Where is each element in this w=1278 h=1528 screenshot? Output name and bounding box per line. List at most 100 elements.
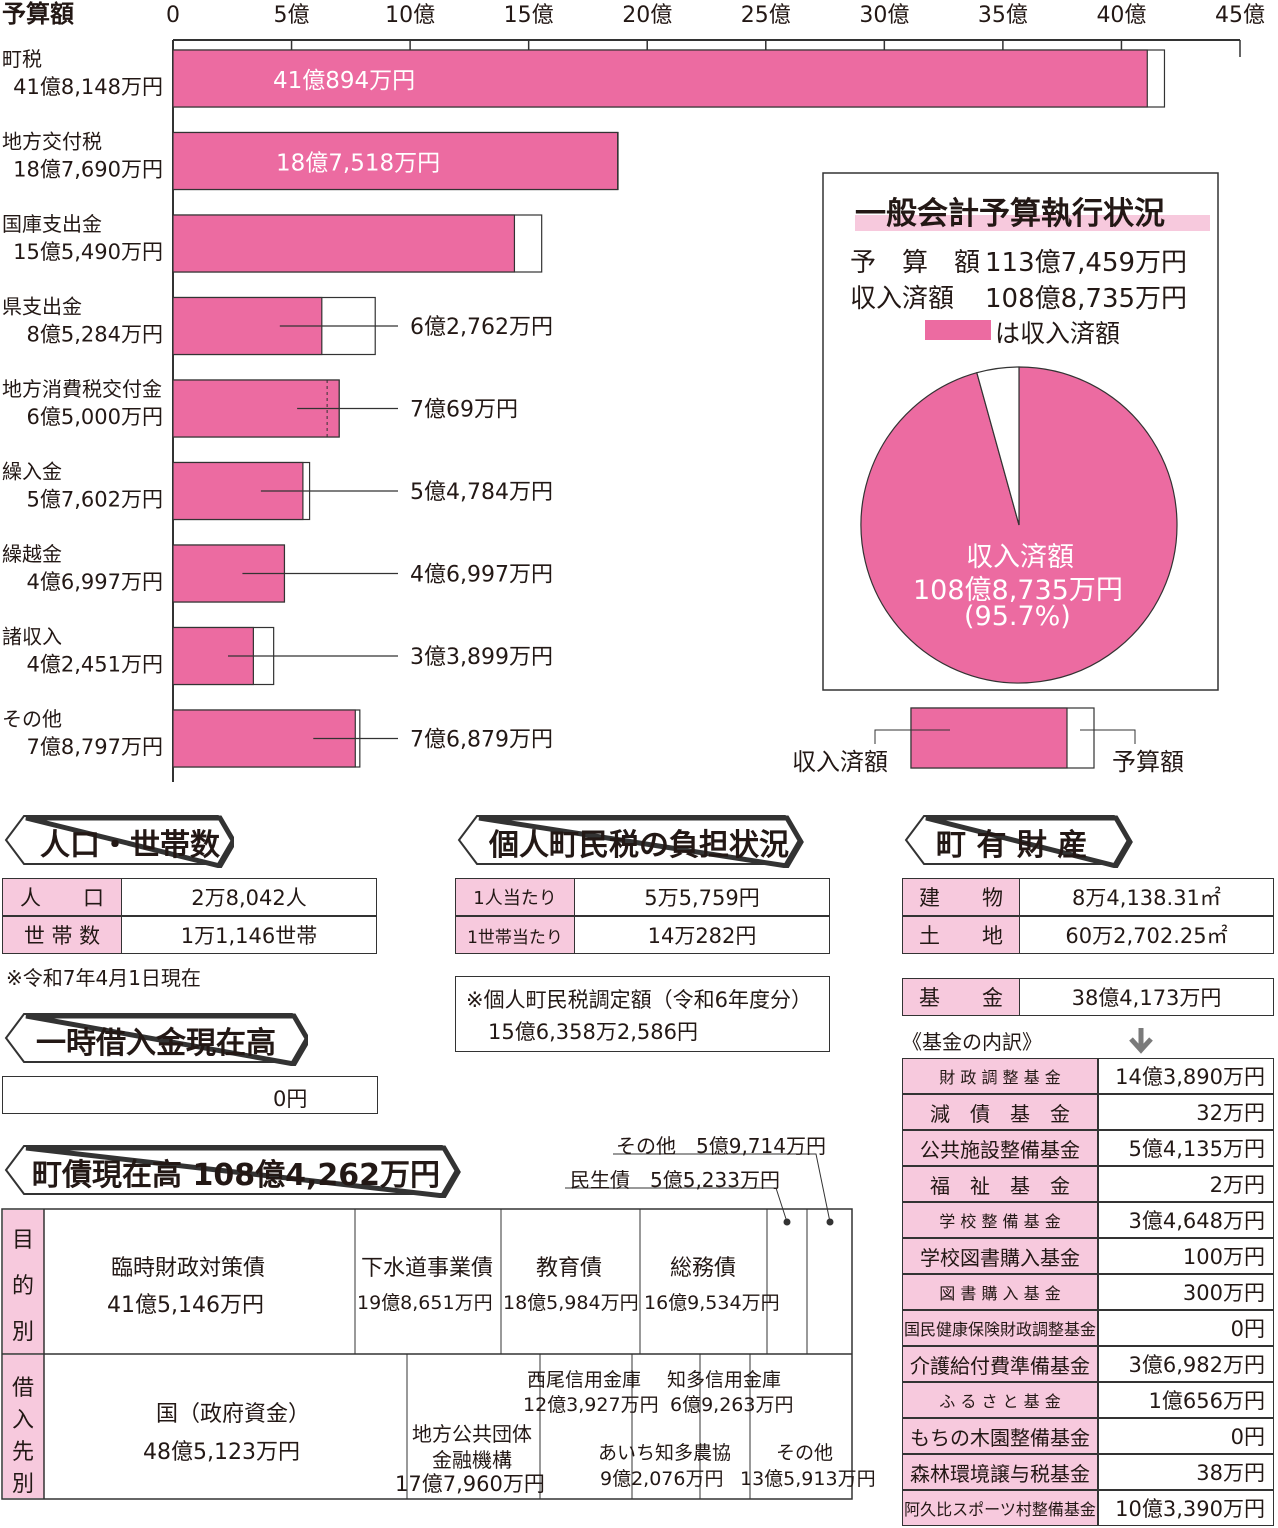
received-data-label: 7億6,879万円 (410, 728, 553, 753)
fund-name: 福 祉 基 金 (902, 1166, 1098, 1202)
fund-value: 32万円 (1098, 1094, 1274, 1130)
x-tick-label: 25億 (741, 3, 791, 28)
pie-slice-value: 108億8,735万円 (913, 575, 1123, 606)
debt-header: 町債現在高 108億4,262万円 (2, 1142, 462, 1198)
axis-title: 予算額 (2, 0, 74, 28)
x-tick-label: 5億 (274, 3, 310, 28)
lender-label-3: 先 (12, 1440, 35, 1465)
received-data-label: 3億3,899万円 (410, 645, 553, 670)
debt-table-lines (1, 1153, 853, 1500)
legend-received-leader (874, 729, 950, 744)
category-label: 町税 (2, 47, 42, 71)
received-data-label: 5億4,784万円 (410, 480, 553, 505)
tax-per-person-value: 5万5,759円 (574, 878, 830, 916)
category-label: 地方交付税 (2, 130, 102, 154)
x-tick-label: 20億 (622, 3, 672, 28)
property-title: 町 有 財 産 (936, 828, 1088, 863)
category-budget-label: 7億8,797万円 (27, 735, 163, 759)
population-label-cell: 人 口 (2, 878, 122, 916)
lender-name-1: 国（政府資金） (156, 1402, 311, 1427)
pie-received-name: 収入済額 (850, 284, 955, 314)
received-data-label: 6億2,762万円 (410, 315, 553, 340)
tax-header: 個人町民税の負担状況 (455, 812, 805, 868)
received-bar (172, 214, 516, 273)
legend-budget-leader (1080, 729, 1136, 744)
pie-title-highlight (855, 215, 1210, 231)
tax-title: 個人町民税の負担状況 (489, 828, 789, 863)
x-tick-label: 15億 (504, 3, 554, 28)
debt-title: 町債現在高 108億4,262万円 (32, 1158, 440, 1193)
purpose-value-1: 41億5,146万円 (107, 1293, 264, 1318)
fund-name: 阿久比スポーツ村整備基金 (902, 1490, 1098, 1526)
category-label: その他 (2, 707, 62, 731)
pie-budget-name: 予 算 額 (850, 248, 981, 278)
purpose-value-4: 16億9,534万円 (644, 1292, 780, 1314)
x-tick-label: 30億 (859, 3, 909, 28)
fund-value: 3億6,982万円 (1098, 1346, 1274, 1382)
lender-label-2: 入 (12, 1408, 35, 1433)
fund-name: もちの木園整備基金 (902, 1418, 1098, 1454)
category-label: 県支出金 (2, 295, 82, 319)
category-budget-label: 18億7,690万円 (13, 158, 163, 182)
population-title: 人口・世帯数 (40, 828, 220, 863)
fund-name: 公共施設整備基金 (902, 1130, 1098, 1166)
fund-row: 阿久比スポーツ村整備基金 10億3,390万円 (902, 1490, 1274, 1526)
category-budget-label: 4億6,997万円 (27, 570, 163, 594)
fund-breakdown-label: 《基金の内訳》 (902, 1030, 1042, 1054)
category-budget-label: 41億8,148万円 (13, 75, 163, 99)
fund-name: 森林環境譲与税基金 (902, 1454, 1098, 1490)
received-data-label: 7億69万円 (410, 398, 518, 423)
fund-value: 5億4,135万円 (1098, 1130, 1274, 1166)
purpose-name-1: 臨時財政対策債 (111, 1256, 266, 1281)
x-tick-label: 45億 (1215, 3, 1265, 28)
received-data-label: 4億6,997万円 (410, 563, 553, 588)
category-label: 諸収入 (2, 625, 62, 649)
debt-callout-other: その他 5億9,714万円 (616, 1134, 826, 1158)
lender-value-5: 6億9,263万円 (670, 1394, 794, 1416)
pie-legend-text: は収入済額 (995, 319, 1121, 348)
loan-value: 0円 (273, 1087, 308, 1111)
population-note: ※令和7年4月1日現在 (6, 966, 201, 990)
fund-row: 学校図書購入基金 100万円 (902, 1238, 1274, 1274)
loan-title: 一時借入金現在高 (36, 1026, 276, 1061)
lender-label-4: 別 (12, 1472, 35, 1497)
category-budget-label: 5億7,602万円 (27, 488, 163, 512)
received-data-label: 18億7,518万円 (276, 151, 440, 177)
property-building-value: 8万4,138.31㎡ (1019, 878, 1274, 916)
fund-row: 財 政 調 整 基 金 14億3,890万円 (902, 1058, 1274, 1094)
received-bar (172, 49, 1148, 108)
category-label: 繰越金 (2, 542, 62, 566)
tax-per-household-value: 14万282円 (574, 916, 830, 954)
fund-value: 300万円 (1098, 1274, 1274, 1310)
lender-value-3: 12億3,927万円 (523, 1394, 659, 1416)
property-land-label: 土 地 (902, 916, 1020, 954)
arrow-down-icon (1129, 1028, 1153, 1054)
received-data-label: 41億894万円 (273, 68, 415, 94)
purpose-name-4: 総務債 (670, 1256, 737, 1281)
lender-name-3: 西尾信用金庫 (527, 1369, 642, 1391)
fund-name: ふ る さ と 基 金 (902, 1382, 1098, 1418)
tax-per-household-label: 1世帯当たり (455, 916, 575, 954)
purpose-label-1: 目 (12, 1228, 35, 1253)
fund-row: ふ る さ と 基 金 1億656万円 (902, 1382, 1274, 1418)
category-budget-label: 6億5,000万円 (27, 405, 163, 429)
fund-total-value: 38億4,173万円 (1019, 978, 1274, 1016)
received-bar (172, 131, 619, 191)
tax-note-line2: 15億6,358万2,586円 (488, 1020, 698, 1044)
debt-callout-welfare: 民生債 5億5,233万円 (570, 1168, 780, 1192)
lender-name-2a: 地方公共団体 (412, 1422, 532, 1446)
purpose-name-3: 教育債 (536, 1256, 603, 1281)
fund-row: 減 債 基 金 32万円 (902, 1094, 1274, 1130)
tax-per-person-label: 1人当たり (455, 878, 575, 916)
category-label: 地方消費税交付金 (2, 377, 162, 401)
purpose-name-2: 下水道事業債 (361, 1256, 494, 1281)
property-building-label: 建 物 (902, 878, 1020, 916)
fund-value: 2万円 (1098, 1166, 1274, 1202)
pie-slice-pct: (95.7%) (964, 601, 1071, 632)
fund-row: 森林環境譲与税基金 38万円 (902, 1454, 1274, 1490)
households-value-cell: 1万1,146世帯 (121, 916, 377, 954)
fund-name: 学校図書購入基金 (902, 1238, 1098, 1274)
x-tick-label: 10億 (385, 3, 435, 28)
lender-value-1: 48億5,123万円 (143, 1440, 300, 1465)
